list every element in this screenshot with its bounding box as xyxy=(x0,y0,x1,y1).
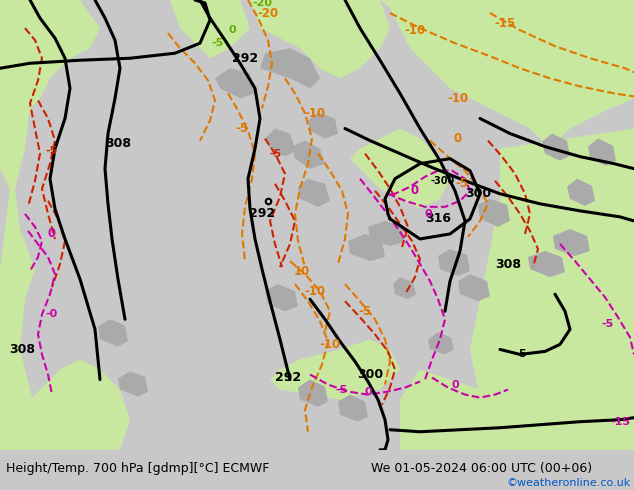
Text: 292: 292 xyxy=(249,207,275,220)
Text: Height/Temp. 700 hPa [gdmp][°C] ECMWF: Height/Temp. 700 hPa [gdmp][°C] ECMWF xyxy=(6,462,269,475)
Polygon shape xyxy=(0,360,130,450)
Text: 0: 0 xyxy=(454,132,462,145)
Text: We 01-05-2024 06:00 UTC (00+06): We 01-05-2024 06:00 UTC (00+06) xyxy=(371,462,592,475)
Text: 292: 292 xyxy=(232,52,258,65)
Text: -10: -10 xyxy=(304,285,326,298)
Text: -20: -20 xyxy=(257,6,278,20)
Polygon shape xyxy=(260,48,320,88)
Polygon shape xyxy=(338,394,368,422)
Polygon shape xyxy=(542,134,570,161)
Polygon shape xyxy=(298,179,330,207)
Polygon shape xyxy=(470,128,634,450)
Text: -20: -20 xyxy=(252,0,272,8)
Polygon shape xyxy=(553,229,590,256)
Polygon shape xyxy=(265,128,296,157)
Text: -5: -5 xyxy=(212,38,224,48)
Polygon shape xyxy=(438,249,470,276)
Polygon shape xyxy=(0,0,40,450)
Text: -300: -300 xyxy=(431,176,455,186)
Polygon shape xyxy=(393,277,416,299)
Text: 0: 0 xyxy=(411,184,419,197)
Text: -5: -5 xyxy=(455,177,469,190)
Polygon shape xyxy=(298,380,328,407)
Text: -10: -10 xyxy=(304,107,326,120)
Polygon shape xyxy=(292,141,325,169)
Polygon shape xyxy=(308,113,338,139)
Text: -5: -5 xyxy=(46,146,58,156)
Text: -5: -5 xyxy=(336,385,348,394)
Polygon shape xyxy=(215,68,255,98)
Polygon shape xyxy=(478,199,510,227)
Polygon shape xyxy=(368,221,405,246)
Polygon shape xyxy=(270,340,400,400)
Text: -10: -10 xyxy=(404,24,425,37)
Text: -0: -0 xyxy=(46,309,58,319)
Polygon shape xyxy=(265,284,298,311)
Polygon shape xyxy=(250,0,390,78)
Text: -10: -10 xyxy=(320,338,340,351)
Polygon shape xyxy=(380,0,634,148)
Text: -5: -5 xyxy=(269,148,281,159)
Text: 0: 0 xyxy=(228,25,236,35)
Text: 5: 5 xyxy=(518,349,526,360)
Polygon shape xyxy=(0,0,100,108)
Polygon shape xyxy=(458,274,490,301)
Text: -15: -15 xyxy=(495,17,515,29)
Text: 316: 316 xyxy=(425,212,451,225)
Polygon shape xyxy=(400,349,634,450)
Polygon shape xyxy=(528,251,565,277)
Text: -5: -5 xyxy=(358,305,372,318)
Text: 300: 300 xyxy=(357,368,383,381)
Text: 308: 308 xyxy=(9,343,35,356)
Polygon shape xyxy=(350,128,450,209)
Text: -5: -5 xyxy=(235,122,249,135)
Text: 0: 0 xyxy=(48,227,56,241)
Text: 308: 308 xyxy=(105,137,131,150)
Text: 292: 292 xyxy=(275,371,301,384)
Polygon shape xyxy=(118,371,148,396)
Text: 0: 0 xyxy=(424,209,432,219)
Polygon shape xyxy=(348,234,385,261)
Text: -15: -15 xyxy=(610,416,630,427)
Text: -10: -10 xyxy=(448,92,469,105)
Polygon shape xyxy=(428,332,454,354)
Polygon shape xyxy=(588,139,616,166)
Polygon shape xyxy=(170,0,250,58)
Text: 0: 0 xyxy=(364,387,372,396)
Text: 308: 308 xyxy=(495,258,521,270)
Text: 10: 10 xyxy=(294,265,310,278)
Polygon shape xyxy=(98,319,128,346)
Text: ©weatheronline.co.uk: ©weatheronline.co.uk xyxy=(507,478,631,488)
Text: -5: -5 xyxy=(602,319,614,329)
Polygon shape xyxy=(567,179,595,206)
Text: 0: 0 xyxy=(451,380,459,390)
Text: 300: 300 xyxy=(465,187,491,200)
